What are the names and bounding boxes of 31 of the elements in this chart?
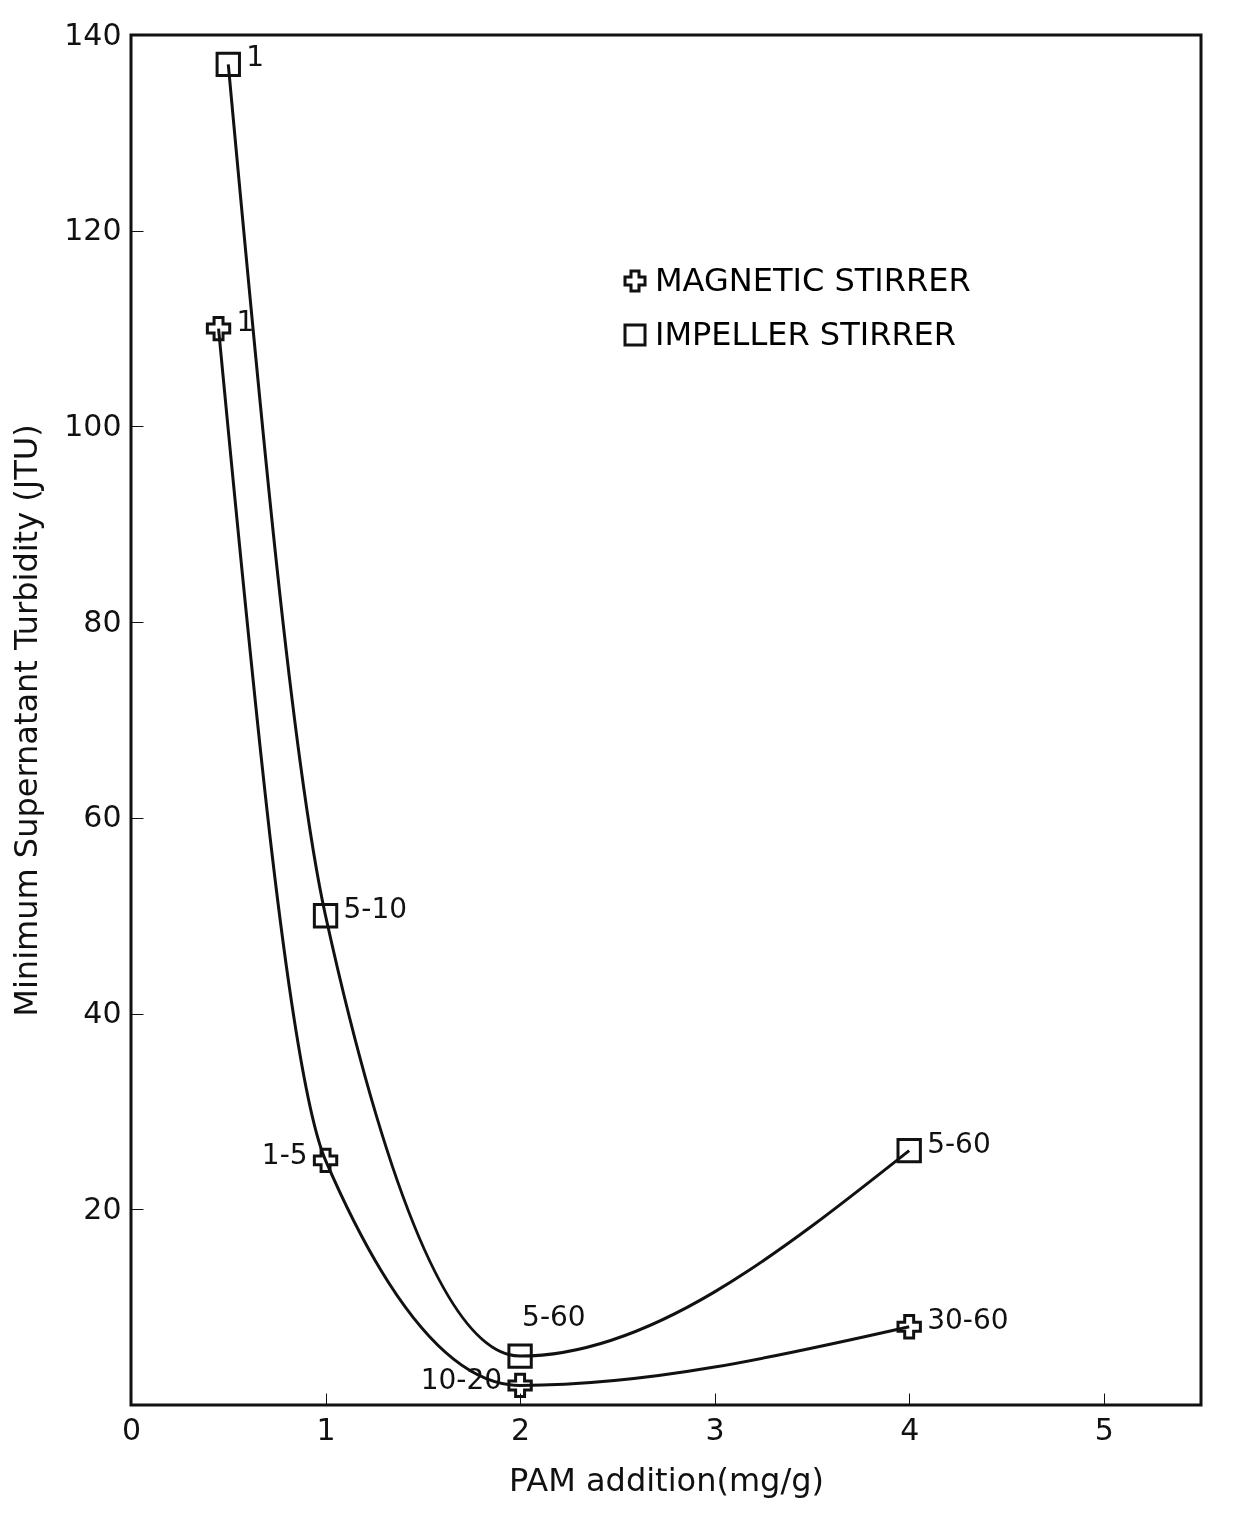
point: [896, 1314, 922, 1340]
y-tick-label: 60: [83, 799, 122, 835]
annotation: 30-60: [927, 1302, 1009, 1336]
y-tick-label: 100: [64, 407, 122, 443]
y-axis-title: Minimum Supernatant Turbidity (JTU): [7, 424, 46, 1017]
point: [205, 315, 232, 342]
x-tick-label: 5: [1094, 1411, 1114, 1447]
legend-label: IMPELLER STIRRER: [655, 315, 957, 353]
point: [896, 1137, 922, 1164]
y-tick-label: 20: [83, 1190, 122, 1226]
x-tick-label: 2: [511, 1411, 531, 1447]
point: [507, 1372, 533, 1399]
annotation: 5-10: [343, 891, 408, 925]
y-tick-label: 40: [83, 995, 122, 1031]
point: [507, 1343, 533, 1369]
point: [312, 1147, 339, 1174]
x-tick-label: 3: [705, 1411, 725, 1447]
y-tick-label: 120: [64, 212, 122, 248]
x-axis-title: PAM addition(mg/g): [509, 1460, 824, 1499]
x-tick-label: 0: [121, 1411, 142, 1447]
annotation: 1: [246, 40, 265, 74]
legend-label: MAGNETIC STIRRER: [655, 261, 971, 299]
y-tick-label: 80: [83, 603, 122, 639]
y-tick-label: 140: [64, 16, 122, 52]
x-tick-label: 4: [900, 1411, 920, 1447]
annotation: 5-60: [522, 1300, 586, 1334]
point: [215, 51, 241, 78]
annotation: 5-60: [927, 1126, 991, 1160]
x-tick-label: 1: [316, 1411, 336, 1447]
point: [312, 903, 339, 929]
annotation: 1-5: [261, 1138, 308, 1172]
